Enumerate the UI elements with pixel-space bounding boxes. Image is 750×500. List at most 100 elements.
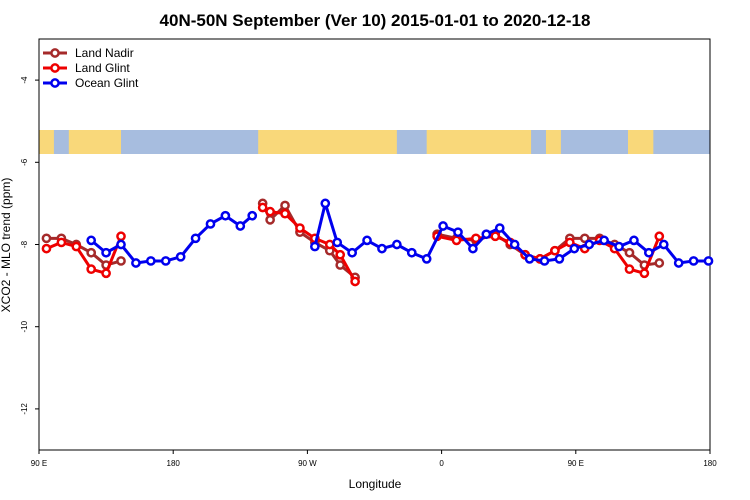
legend-label: Land Glint — [75, 61, 130, 75]
data-point — [624, 247, 635, 258]
data-point — [86, 264, 97, 275]
data-point — [280, 200, 290, 211]
series-layer — [41, 198, 714, 287]
data-point — [614, 241, 624, 252]
chart-title: 40N-50N September (Ver 10) 2015-01-01 to… — [160, 11, 591, 30]
data-point — [703, 256, 714, 266]
map-strip — [39, 130, 710, 154]
data-point — [421, 254, 432, 264]
map-land — [426, 130, 532, 154]
data-point — [438, 221, 448, 231]
data-point — [524, 254, 535, 264]
data-point — [362, 235, 372, 246]
legend-label: Ocean Glint — [75, 76, 139, 90]
data-point — [116, 256, 126, 266]
y-axis: -4 -6 -8 -10 -12 — [20, 76, 39, 415]
y-tick-label: -12 — [20, 403, 29, 415]
data-point — [41, 243, 52, 254]
data-point — [41, 233, 52, 244]
x-tick-label: 90 W — [298, 459, 317, 468]
data-point — [257, 202, 268, 213]
x-axis-label: Longitude — [349, 477, 402, 491]
data-point — [320, 198, 331, 209]
data-point — [629, 235, 639, 246]
data-point — [116, 231, 126, 242]
data-point — [451, 235, 462, 246]
y-tick-label: -4 — [20, 76, 29, 84]
legend-marker — [50, 78, 60, 88]
x-axis: 90 E 180 90 W 0 90 E 180 — [31, 450, 717, 468]
y-tick-label: -6 — [20, 158, 29, 166]
data-point — [145, 256, 156, 266]
data-point — [468, 243, 478, 254]
data-point — [295, 223, 305, 233]
data-point — [56, 237, 67, 248]
data-point — [624, 264, 635, 275]
data-point — [265, 206, 275, 217]
data-point — [639, 268, 650, 279]
map-land — [258, 130, 397, 154]
data-point — [332, 237, 343, 248]
legend-marker — [50, 48, 60, 58]
legend-label: Land Nadir — [75, 46, 134, 60]
data-point — [335, 249, 346, 260]
data-point — [310, 241, 320, 252]
data-point — [688, 256, 699, 266]
map-land — [545, 130, 561, 154]
y-tick-label: -8 — [20, 240, 29, 248]
data-point — [406, 247, 417, 258]
data-point — [471, 233, 481, 244]
data-point — [599, 235, 609, 246]
data-point — [658, 239, 669, 250]
data-point — [86, 247, 97, 258]
y-axis-label: XCO2 - MLO trend (ppm) — [0, 178, 13, 313]
data-point — [265, 214, 275, 225]
data-point — [481, 229, 492, 240]
data-point — [175, 251, 186, 262]
data-point — [205, 219, 216, 229]
data-point — [509, 239, 520, 250]
data-point — [335, 260, 346, 270]
map-land — [68, 130, 122, 154]
data-point — [539, 256, 550, 266]
data-point — [673, 258, 684, 268]
x-tick-label: 90 E — [31, 459, 47, 468]
data-point — [377, 243, 387, 254]
data-point — [131, 258, 141, 268]
series-line — [313, 201, 709, 265]
data-point — [86, 235, 97, 246]
data-point — [554, 254, 565, 264]
data-point — [347, 247, 357, 258]
data-point — [101, 268, 111, 279]
data-point — [490, 231, 501, 242]
data-point — [280, 208, 290, 219]
data-point — [453, 227, 463, 238]
data-point — [247, 210, 258, 221]
x-tick-label: 180 — [167, 459, 181, 468]
data-point — [235, 221, 246, 231]
x-tick-label: 90 E — [568, 459, 584, 468]
data-point — [190, 233, 201, 244]
x-tick-label: 0 — [439, 459, 444, 468]
data-point — [579, 233, 590, 244]
data-point — [160, 256, 171, 266]
x-tick-label: 180 — [703, 459, 717, 468]
series-ocean-glint — [86, 198, 714, 268]
map-land — [627, 130, 654, 154]
series-line — [90, 214, 254, 265]
legend-marker — [50, 63, 60, 73]
data-point — [564, 237, 575, 248]
map-land — [39, 130, 54, 154]
data-point — [392, 239, 402, 250]
data-point — [550, 245, 560, 256]
data-point — [101, 247, 111, 258]
data-point — [116, 239, 126, 250]
data-point — [494, 223, 505, 233]
data-point — [654, 258, 665, 268]
data-point — [71, 241, 82, 252]
data-point — [324, 239, 335, 250]
series-land-glint — [41, 202, 665, 287]
data-point — [350, 276, 360, 287]
